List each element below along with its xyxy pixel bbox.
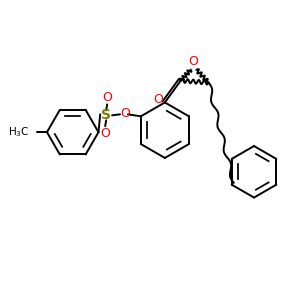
Text: O: O [153, 94, 163, 106]
Text: O: O [102, 91, 112, 104]
Text: H$_3$C: H$_3$C [8, 125, 29, 139]
Text: O: O [100, 127, 110, 140]
Text: O: O [189, 55, 199, 68]
Text: S: S [101, 108, 111, 122]
Text: O: O [120, 107, 130, 120]
